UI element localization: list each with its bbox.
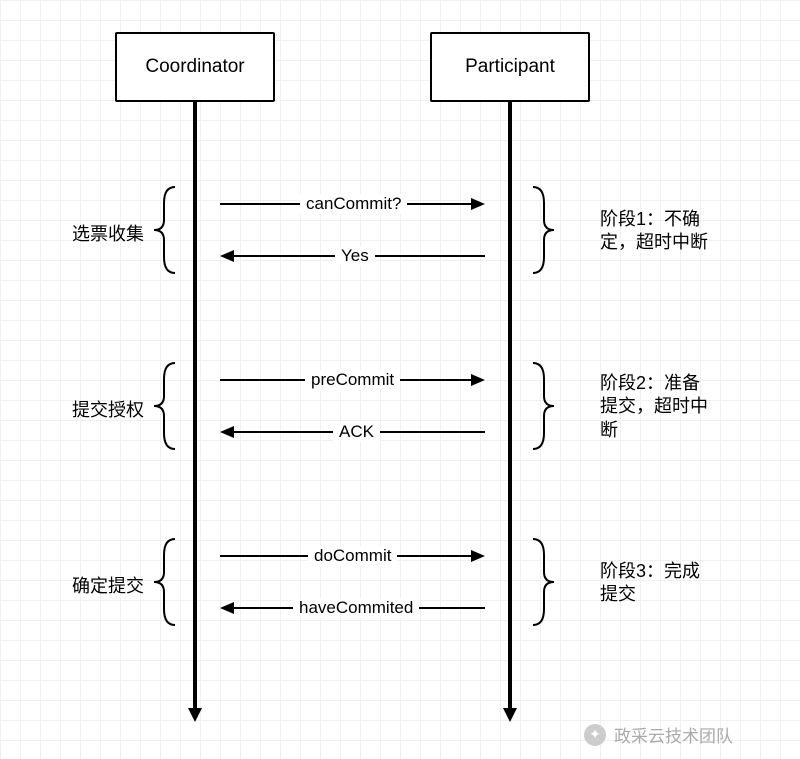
- msg-arrow-m5: [471, 550, 485, 562]
- phase-left-2: 提交授权: [14, 396, 144, 422]
- actor-participant-label: Participant: [465, 56, 555, 78]
- lifeline-participant: [508, 102, 512, 710]
- brace-left-3: [150, 537, 180, 627]
- watermark-text: 政采云技术团队: [614, 722, 733, 747]
- brace-right-1: [528, 185, 558, 275]
- actor-coordinator-label: Coordinator: [145, 56, 244, 78]
- watermark-logo-icon: ✦: [584, 724, 606, 746]
- msg-arrow-m4: [220, 426, 234, 438]
- msg-label-m1: canCommit?: [300, 194, 407, 214]
- msg-arrow-m3: [471, 374, 485, 386]
- phase-right-1: 阶段1：不确 定，超时中断: [600, 208, 780, 255]
- phase-right-2: 阶段2：准备 提交，超时中 断: [600, 372, 780, 442]
- watermark: ✦ 政采云技术团队: [584, 722, 733, 747]
- msg-label-m2: Yes: [335, 246, 375, 266]
- msg-label-m6: haveCommited: [293, 598, 419, 618]
- brace-left-1: [150, 185, 180, 275]
- brace-right-2: [528, 361, 558, 451]
- msg-arrow-m1: [471, 198, 485, 210]
- phase-right-3: 阶段3：完成 提交: [600, 560, 780, 607]
- msg-arrow-m2: [220, 250, 234, 262]
- actor-participant: Participant: [430, 32, 590, 102]
- lifeline-coordinator-arrow: [188, 708, 202, 722]
- phase-left-1: 选票收集: [14, 220, 144, 246]
- lifeline-participant-arrow: [503, 708, 517, 722]
- lifeline-coordinator: [193, 102, 197, 710]
- brace-right-3: [528, 537, 558, 627]
- msg-arrow-m6: [220, 602, 234, 614]
- msg-label-m3: preCommit: [305, 370, 400, 390]
- phase-left-3: 确定提交: [14, 572, 144, 598]
- actor-coordinator: Coordinator: [115, 32, 275, 102]
- msg-label-m5: doCommit: [308, 546, 397, 566]
- msg-label-m4: ACK: [333, 422, 380, 442]
- brace-left-2: [150, 361, 180, 451]
